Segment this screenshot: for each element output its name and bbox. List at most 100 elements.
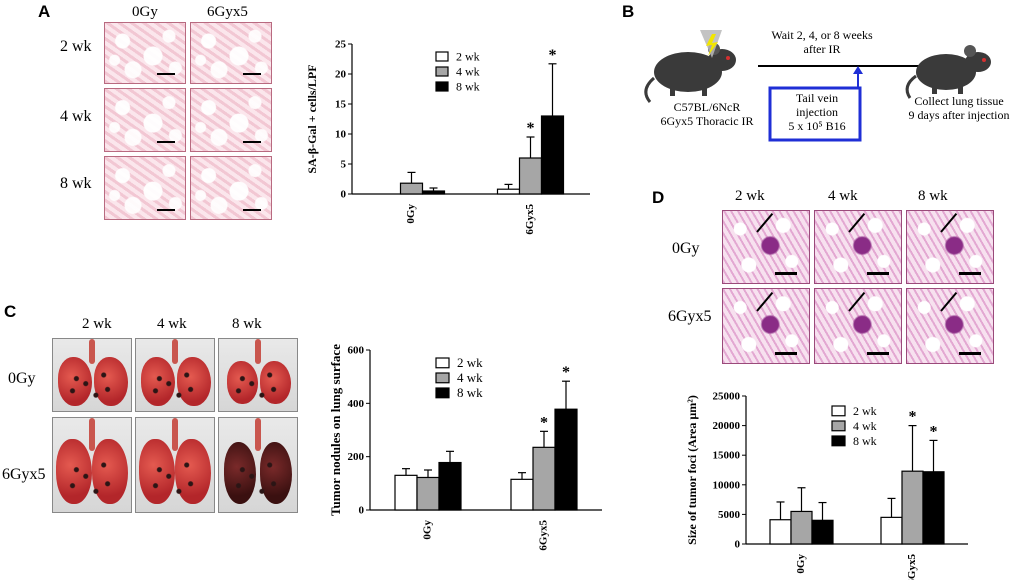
y-axis-label: SA-β-Gal + cells/LPF bbox=[305, 64, 319, 173]
panel-d-row-0gy: 0Gy bbox=[672, 240, 700, 257]
lung-photo-6gyx5-4wk bbox=[135, 417, 215, 513]
legend-label: 4 wk bbox=[853, 419, 877, 433]
bar bbox=[438, 461, 462, 511]
chart-c-tumor-nodules: 0 200 400 600 Tumor nodules on lung surface 0… bbox=[328, 344, 602, 551]
y-tick-label: 0 bbox=[359, 505, 365, 517]
histology-d-6gyx5-4wk bbox=[814, 288, 902, 364]
injection-box bbox=[768, 86, 862, 142]
lung-photo-6gyx5-8wk bbox=[218, 417, 298, 513]
experimental-schema bbox=[644, 30, 991, 142]
mouse-collect-icon bbox=[905, 45, 991, 99]
panel-c-row-0gy: 0Gy bbox=[8, 370, 36, 387]
mouse-strain-caption: C57BL/6NcR 6Gyx5 Thoracic IR bbox=[660, 100, 754, 128]
bar bbox=[811, 519, 834, 545]
y-tick-label: 5000 bbox=[718, 509, 741, 521]
histology-d-0gy-2wk bbox=[722, 210, 810, 284]
y-tick-label: 15 bbox=[335, 99, 347, 111]
histology-d-0gy-8wk bbox=[906, 210, 994, 284]
legend-swatch bbox=[435, 357, 450, 369]
y-axis-label: Size of tumor foci (Area µm²) bbox=[685, 395, 699, 545]
micrograph-a-6gyx5-4wk bbox=[190, 88, 272, 152]
significance-star: * bbox=[930, 423, 938, 440]
legend-label: 2 wk bbox=[456, 49, 480, 63]
legend-label: 4 wk bbox=[457, 370, 483, 385]
bar bbox=[901, 470, 924, 545]
y-tick-label: 20000 bbox=[713, 420, 741, 432]
panel-a-row-4wk: 4 wk bbox=[60, 108, 92, 125]
x-category-label: 0Gy bbox=[422, 520, 434, 540]
bar bbox=[510, 478, 534, 511]
lung-photo-0gy-2wk bbox=[52, 338, 132, 412]
bar bbox=[421, 190, 446, 195]
y-tick-label: 0 bbox=[735, 539, 741, 551]
lung-photo-0gy-8wk bbox=[218, 338, 298, 412]
significance-star: * bbox=[549, 47, 557, 64]
legend-label: 8 wk bbox=[457, 385, 483, 400]
y-tick-label: 15000 bbox=[713, 450, 741, 462]
legend-swatch bbox=[435, 372, 450, 384]
lung-photo-6gyx5-2wk bbox=[52, 417, 132, 513]
mouse-irradiated-icon bbox=[644, 30, 736, 103]
bar bbox=[880, 516, 903, 545]
injection-text: Tail vein injection 5 x 10⁵ B16 bbox=[788, 91, 846, 133]
panel-c-col-2wk: 2 wk bbox=[82, 316, 112, 332]
histology-d-0gy-4wk bbox=[814, 210, 902, 284]
micrograph-a-6gyx5-8wk bbox=[190, 156, 272, 220]
legend-label: 8 wk bbox=[456, 79, 480, 93]
bar bbox=[554, 408, 578, 511]
y-tick-label: 5 bbox=[341, 159, 347, 171]
micrograph-a-0gy-4wk bbox=[104, 88, 186, 152]
y-axis-label: Tumor nodules on lung surface bbox=[328, 344, 343, 516]
panel-label-c: C bbox=[4, 302, 17, 321]
bar bbox=[922, 471, 945, 545]
bar bbox=[769, 519, 792, 545]
panel-a-col-0gy: 0Gy bbox=[132, 4, 158, 20]
legend-swatch bbox=[435, 81, 449, 92]
panel-a-col-6gyx5: 6Gyx5 bbox=[207, 4, 248, 20]
significance-star: * bbox=[527, 120, 535, 137]
y-tick-label: 10000 bbox=[713, 479, 741, 491]
x-category-label: 0Gy bbox=[795, 554, 807, 574]
x-category-label: 6Gyx5 bbox=[524, 204, 536, 235]
legend-label: 8 wk bbox=[853, 434, 877, 448]
y-tick-label: 200 bbox=[348, 451, 365, 463]
y-tick-label: 10 bbox=[335, 129, 347, 141]
lung-photo-0gy-4wk bbox=[135, 338, 215, 412]
legend-swatch bbox=[831, 435, 846, 447]
significance-star: * bbox=[562, 364, 570, 381]
bar bbox=[518, 157, 543, 195]
y-tick-label: 25000 bbox=[713, 391, 741, 403]
bar bbox=[496, 188, 521, 195]
chart-d-tumor-foci-size: 0 5000 10000 15000 20000 25000 Size of tumor f… bbox=[685, 391, 968, 580]
panel-label-b: B bbox=[622, 2, 635, 21]
legend-swatch bbox=[831, 420, 846, 432]
micrograph-a-0gy-8wk bbox=[104, 156, 186, 220]
bar bbox=[532, 446, 556, 511]
panel-d-row-6gyx5: 6Gyx5 bbox=[668, 308, 712, 325]
micrograph-a-6gyx5-2wk bbox=[190, 22, 272, 84]
bar bbox=[540, 115, 565, 195]
panel-label-d: D bbox=[652, 188, 665, 207]
y-tick-label: 20 bbox=[335, 69, 347, 81]
x-category-label: 6Gyx5 bbox=[538, 520, 550, 551]
significance-star: * bbox=[540, 414, 548, 431]
panel-d-col-8wk: 8 wk bbox=[918, 188, 948, 204]
panel-c-col-4wk: 4 wk bbox=[157, 316, 187, 332]
panel-c-row-6gyx5: 6Gyx5 bbox=[2, 466, 46, 483]
collect-text: Collect lung tissue 9 days after injecti… bbox=[908, 94, 1010, 122]
x-category-label: 6Gyx5 bbox=[906, 554, 918, 580]
wait-text: Wait 2, 4, or 8 weeks after IR bbox=[771, 28, 873, 56]
micrograph-a-0gy-2wk bbox=[104, 22, 186, 84]
legend-swatch bbox=[435, 66, 449, 77]
legend-label: 4 wk bbox=[456, 64, 480, 78]
legend-label: 2 wk bbox=[457, 355, 483, 370]
bar bbox=[416, 476, 440, 511]
panel-a-row-2wk: 2 wk bbox=[60, 38, 92, 55]
legend-swatch bbox=[831, 405, 846, 417]
panel-c-col-8wk: 8 wk bbox=[232, 316, 262, 332]
panel-a-row-8wk: 8 wk bbox=[60, 175, 92, 192]
panel-d-col-2wk: 2 wk bbox=[735, 188, 765, 204]
y-tick-label: 0 bbox=[341, 189, 347, 201]
x-category-label: 0Gy bbox=[405, 204, 417, 224]
y-tick-label: 600 bbox=[348, 345, 365, 357]
